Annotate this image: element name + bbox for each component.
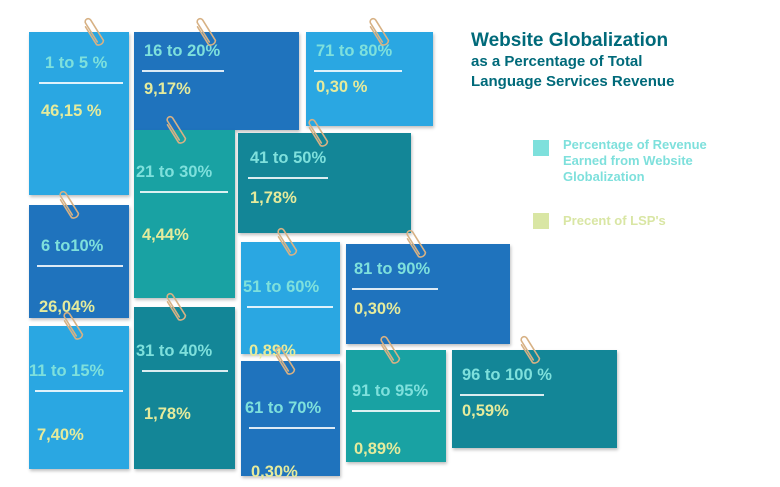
lsp-percent-value: 1,78% — [144, 405, 191, 423]
divider-line — [142, 70, 224, 72]
revenue-range-label: 96 to 100 % — [462, 366, 552, 384]
paperclip-icon — [166, 115, 187, 144]
legend-label-lsp: Precent of LSP's — [563, 213, 666, 229]
title-line-2: as a Percentage of Total — [471, 53, 643, 70]
title-line-1: Website Globalization — [471, 30, 669, 51]
sticky-note: 61 to 70% 0,30% — [241, 361, 340, 481]
divider-line — [37, 265, 123, 267]
revenue-range-label: 41 to 50% — [250, 149, 327, 167]
sticky-note: 91 to 95% 0,89% — [346, 350, 446, 462]
revenue-range-label: 71 to 80% — [316, 42, 393, 60]
revenue-range-label: 16 to 20% — [144, 42, 221, 60]
lsp-percent-value: 9,17% — [144, 80, 191, 98]
legend-swatch-revenue — [533, 140, 549, 156]
legend-line: Globalization — [563, 169, 645, 184]
sticky-note: 41 to 50% 1,78% — [238, 133, 411, 233]
paperclip-icon — [275, 346, 296, 375]
legend-label-revenue: Percentage of Revenue Earned from Websit… — [563, 137, 707, 185]
paperclip-icon — [369, 17, 390, 46]
lsp-percent-value: 0,59% — [462, 402, 509, 420]
sticky-note: 11 to 15% 7,40% — [29, 326, 129, 469]
legend-line: Earned from Website — [563, 153, 693, 168]
lsp-percent-value: 46,15 % — [41, 102, 102, 120]
legend-line: Precent of LSP's — [563, 213, 666, 228]
paperclip-icon — [63, 311, 84, 340]
sticky-note: 96 to 100 % 0,59% — [452, 350, 617, 448]
divider-line — [142, 370, 228, 372]
divider-line — [140, 191, 228, 193]
lsp-percent-value: 0,89% — [354, 440, 401, 458]
sticky-note: 16 to 20% 9,17% — [134, 32, 299, 130]
lsp-percent-value: 0,30 % — [316, 78, 368, 96]
paperclip-icon — [406, 229, 427, 258]
sticky-note: 31 to 40% 1,78% — [134, 307, 235, 469]
legend-line: Percentage of Revenue — [563, 137, 707, 152]
sticky-note: 71 to 80% 0,30 % — [306, 32, 433, 126]
divider-line — [35, 390, 123, 392]
divider-line — [39, 82, 123, 84]
lsp-percent-value: 0,30% — [354, 300, 401, 318]
divider-line — [352, 288, 438, 290]
divider-line — [248, 177, 328, 179]
lsp-percent-value: 0,89% — [249, 342, 296, 360]
legend-swatch-lsp — [533, 213, 549, 229]
sticky-note: 21 to 30% 4,44% — [134, 130, 235, 298]
revenue-range-label: 1 to 5 % — [45, 54, 108, 72]
revenue-range-label: 61 to 70% — [245, 399, 322, 417]
revenue-range-label: 11 to 15% — [29, 362, 105, 380]
divider-line — [247, 306, 333, 308]
paperclip-icon — [277, 227, 298, 256]
sticky-note: 1 to 5 % 46,15 % — [29, 32, 129, 195]
lsp-percent-value: 7,40% — [37, 426, 84, 444]
paperclip-icon — [84, 17, 105, 46]
divider-line — [314, 70, 402, 72]
paperclip-icon — [166, 292, 187, 321]
revenue-range-label: 81 to 90% — [354, 260, 431, 278]
lsp-percent-value: 0,30% — [251, 463, 298, 481]
divider-line — [352, 410, 440, 412]
lsp-percent-value: 4,44% — [142, 226, 189, 244]
title-line-3: Language Services Revenue — [471, 73, 675, 90]
divider-line — [249, 427, 335, 429]
sticky-note: 51 to 60% 0,89% — [241, 242, 340, 360]
paperclip-icon — [59, 190, 80, 219]
paperclip-icon — [196, 17, 217, 46]
revenue-range-label: 51 to 60% — [243, 278, 320, 296]
revenue-range-label: 6 to10% — [41, 237, 104, 255]
revenue-range-label: 31 to 40% — [136, 342, 213, 360]
paperclip-icon — [308, 118, 329, 147]
revenue-range-label: 21 to 30% — [136, 163, 213, 181]
sticky-note: 81 to 90% 0,30% — [346, 244, 510, 344]
sticky-note: 6 to10% 26,04% — [29, 205, 129, 318]
lsp-percent-value: 1,78% — [250, 189, 297, 207]
revenue-range-label: 91 to 95% — [352, 382, 429, 400]
divider-line — [460, 394, 544, 396]
lsp-percent-value: 26,04% — [39, 298, 95, 316]
paperclip-icon — [520, 335, 541, 364]
paperclip-icon — [380, 335, 401, 364]
